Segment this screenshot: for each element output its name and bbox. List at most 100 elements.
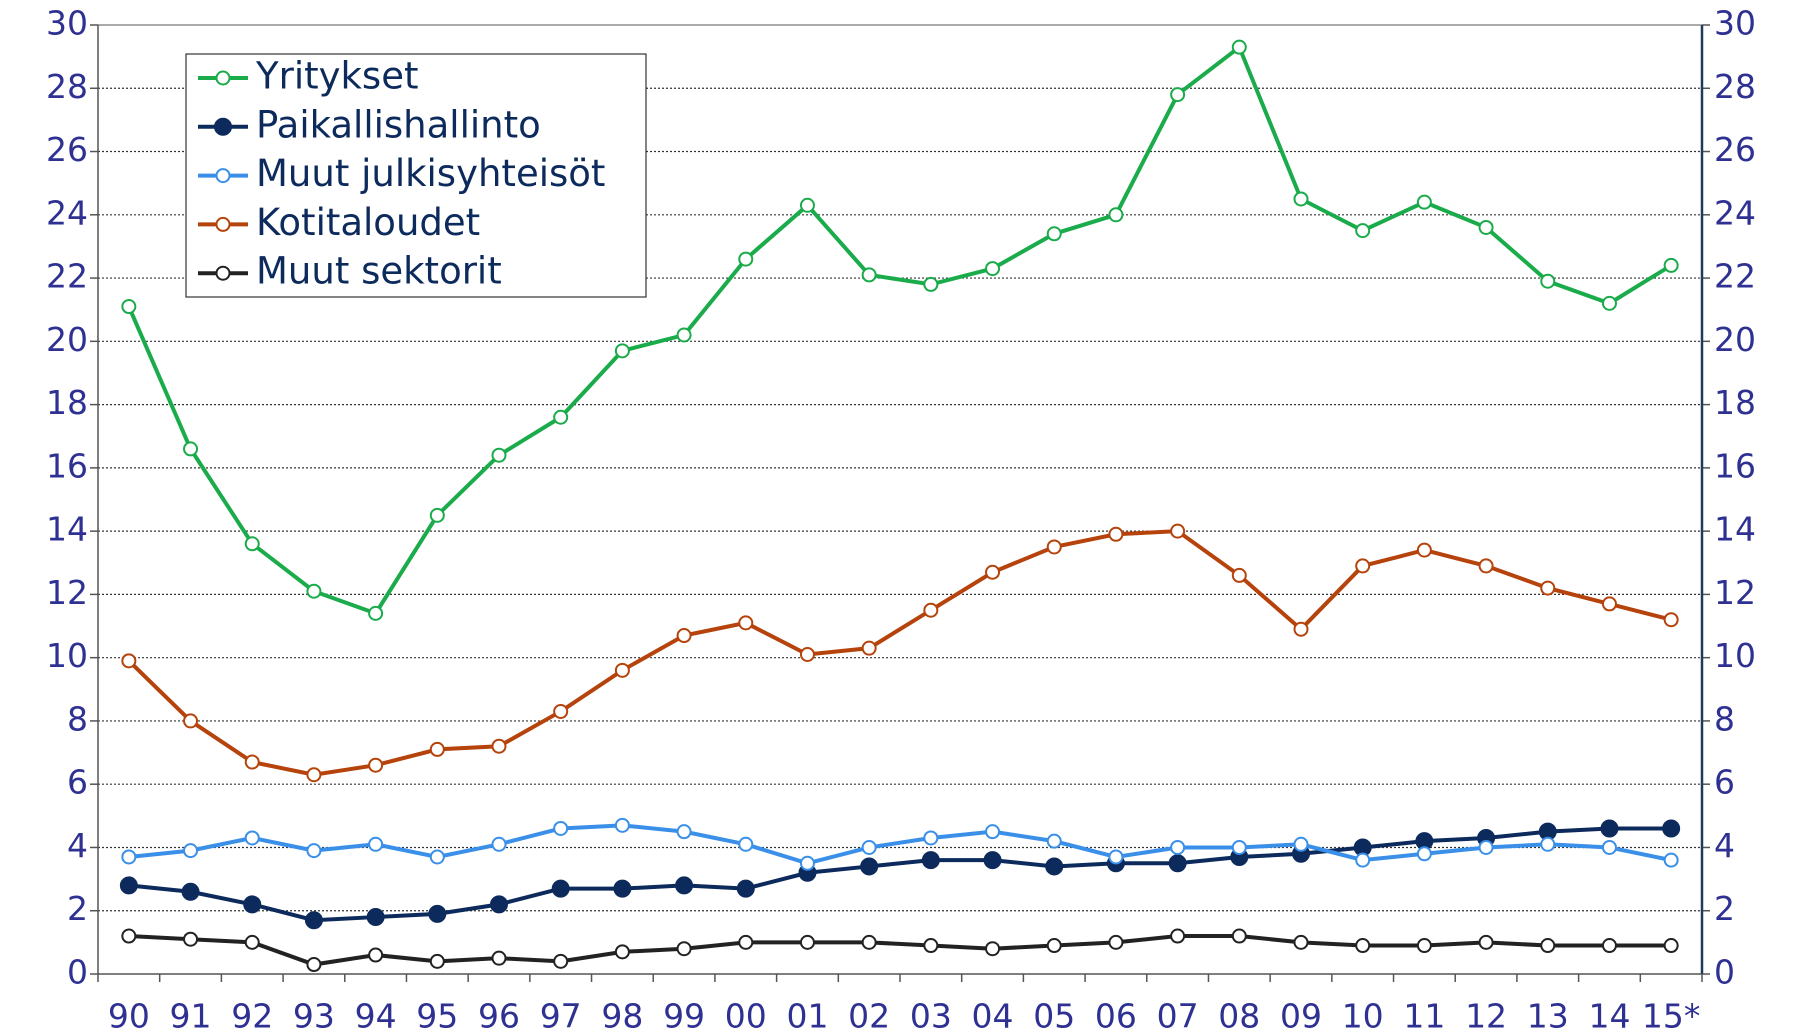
data-point (614, 944, 630, 960)
data-point (861, 934, 877, 950)
y-tick-label: 28 (46, 67, 88, 106)
x-tick-label: 00 (725, 997, 767, 1034)
data-point (1046, 539, 1062, 555)
data-point (244, 536, 260, 552)
x-tick-label: 04 (972, 997, 1014, 1034)
data-point (306, 767, 322, 783)
x-tick-label: 10 (1342, 997, 1384, 1034)
y-tick-label: 4 (67, 826, 88, 865)
x-tick-label: 13 (1527, 997, 1569, 1034)
data-point (1540, 836, 1556, 852)
data-point (1540, 938, 1556, 954)
data-point (244, 754, 260, 770)
data-point (1168, 854, 1187, 873)
data-point (1293, 934, 1309, 950)
data-point (183, 713, 199, 729)
data-point (304, 911, 323, 930)
x-tick-label: 06 (1095, 997, 1137, 1034)
data-point (1601, 295, 1617, 311)
data-point (491, 950, 507, 966)
y2-tick-label: 24 (1714, 193, 1756, 232)
data-point (1046, 833, 1062, 849)
data-point (1293, 836, 1309, 852)
data-point (306, 957, 322, 973)
series-line (127, 43, 1673, 616)
data-point (429, 953, 445, 969)
y-tick-label: 2 (67, 889, 88, 928)
data-point (1170, 87, 1186, 103)
legend-label: Muut julkisyhteisöt (256, 152, 605, 195)
data-point (921, 851, 940, 870)
x-tick-label: 11 (1403, 997, 1445, 1034)
data-point (553, 820, 569, 836)
data-point (490, 895, 508, 914)
data-point (985, 941, 1001, 957)
data-point (1663, 852, 1679, 868)
data-point (368, 757, 384, 773)
data-point (923, 602, 939, 618)
data-point (1663, 612, 1679, 628)
data-point (1416, 938, 1432, 954)
x-tick-label: 01 (786, 997, 828, 1034)
y2-tick-label: 10 (1714, 636, 1756, 675)
y2-tick-label: 6 (1714, 763, 1735, 802)
data-point (1293, 621, 1309, 637)
y-tick-label: 30 (46, 4, 88, 43)
data-point (183, 843, 199, 859)
data-point (553, 703, 569, 719)
data-point (738, 251, 754, 267)
data-point (676, 327, 692, 343)
data-point (736, 879, 755, 898)
data-point (1478, 839, 1494, 855)
data-point (1416, 846, 1432, 862)
data-point (244, 934, 260, 950)
series-line (127, 529, 1672, 777)
y2-tick-label: 8 (1714, 699, 1735, 738)
x-tick-label: 03 (910, 997, 952, 1034)
y2-tick-label: 12 (1714, 573, 1756, 612)
data-point (738, 836, 754, 852)
data-point (1231, 39, 1247, 55)
data-point (244, 830, 260, 846)
series-line (128, 934, 1672, 967)
legend-marker (215, 265, 231, 281)
data-point (799, 855, 815, 871)
x-tick-label: 07 (1157, 997, 1199, 1034)
data-point (429, 741, 445, 757)
x-tick-label: 08 (1218, 997, 1260, 1034)
data-point (181, 882, 200, 901)
data-point (368, 836, 384, 852)
data-point (1355, 938, 1371, 954)
x-tick-label: 96 (478, 997, 520, 1034)
data-point (1601, 596, 1617, 612)
data-point (1293, 191, 1309, 207)
y2-tick-label: 30 (1714, 4, 1756, 43)
data-point (1478, 558, 1494, 574)
legend-label: Muut sektorit (256, 250, 502, 293)
y2-tick-label: 18 (1714, 383, 1756, 422)
x-tick-label: 94 (355, 997, 397, 1034)
data-point (675, 876, 694, 895)
y2-tick-label: 2 (1714, 889, 1735, 928)
legend-label: Kotitaloudet (256, 201, 480, 244)
data-point (860, 857, 879, 876)
data-point (306, 583, 322, 599)
legend-marker (214, 117, 232, 136)
data-point (1046, 938, 1062, 954)
data-point (1170, 928, 1186, 944)
y2-tick-label: 22 (1714, 257, 1756, 296)
data-point (676, 628, 692, 644)
x-tick-label: 97 (540, 997, 582, 1034)
data-point (799, 197, 815, 213)
legend-label: Yritykset (255, 55, 418, 98)
y-tick-label: 14 (46, 510, 88, 549)
data-point (861, 640, 877, 656)
y2-tick-label: 28 (1714, 67, 1756, 106)
data-point (1355, 852, 1371, 868)
data-point (1416, 194, 1432, 210)
data-point (923, 938, 939, 954)
y-tick-label: 24 (46, 193, 88, 232)
data-point (1601, 938, 1617, 954)
data-point (1108, 849, 1124, 865)
data-point (799, 647, 815, 663)
